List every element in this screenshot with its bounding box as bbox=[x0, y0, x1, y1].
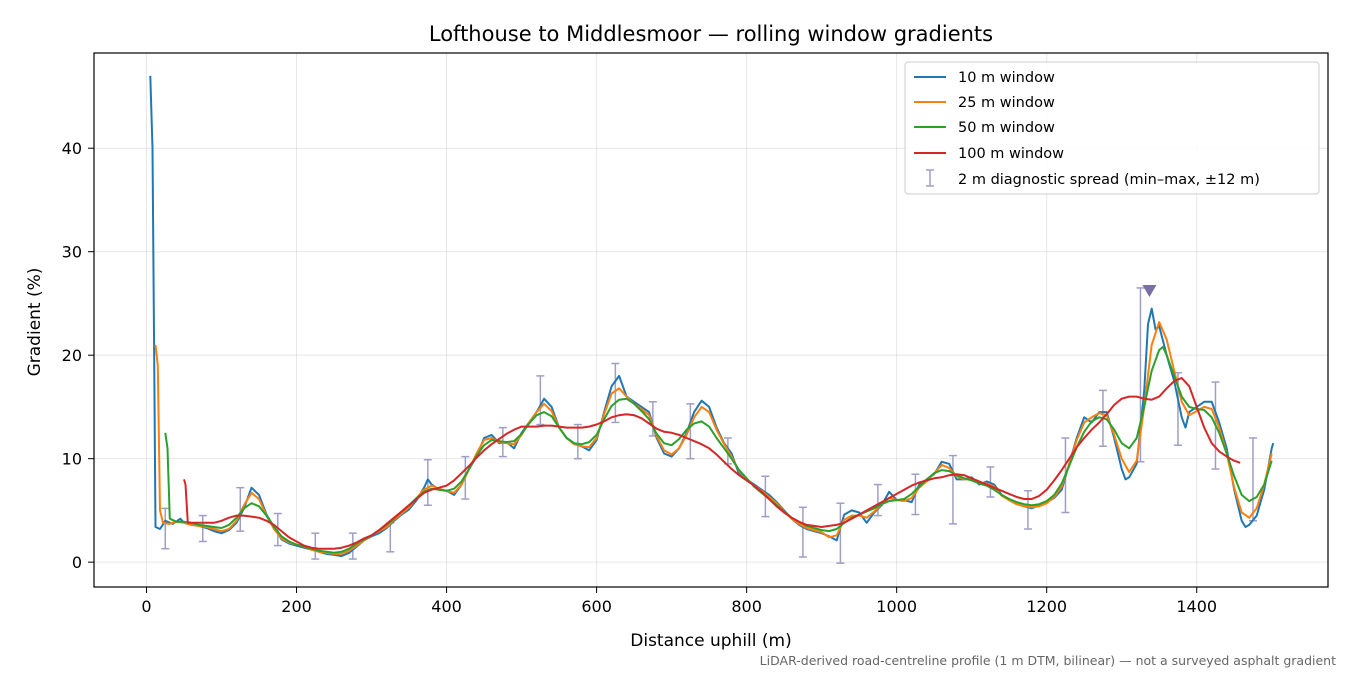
source-caption: LiDAR-derived road-centreline profile (1… bbox=[760, 653, 1336, 668]
legend-label-50m: 50 m window bbox=[958, 120, 1055, 136]
series-line-50-m-window bbox=[164, 345, 1273, 554]
spread-bar bbox=[536, 375, 545, 426]
series-lines bbox=[149, 75, 1275, 557]
spread-bar bbox=[836, 502, 845, 564]
y-tick-label: 10 bbox=[62, 450, 82, 469]
peak-marker bbox=[1142, 285, 1157, 298]
spread-bar bbox=[198, 514, 207, 543]
x-axis-label: Distance uphill (m) bbox=[630, 631, 791, 651]
y-tick-label: 20 bbox=[62, 346, 82, 365]
axis-ticks: 0 200 400 600 800 1000 1200 1400 0 10 20 30 40 bbox=[62, 139, 1217, 616]
series-line-25-m-window bbox=[154, 321, 1273, 555]
spread-bar bbox=[423, 458, 432, 506]
x-tick-label: 0 bbox=[141, 597, 151, 616]
legend-box bbox=[904, 61, 1320, 195]
spread-bar bbox=[798, 506, 807, 558]
spread-bar bbox=[1023, 490, 1032, 530]
x-tick-label: 800 bbox=[731, 597, 762, 616]
y-tick-label: 0 bbox=[72, 553, 82, 572]
spread-bar bbox=[161, 507, 170, 550]
series-line-100-m-window bbox=[183, 377, 1241, 550]
legend-label-25m: 25 m window bbox=[958, 95, 1055, 111]
spread-bar bbox=[873, 483, 882, 517]
x-tick-label: 400 bbox=[431, 597, 462, 616]
legend-swatch-spread bbox=[926, 169, 934, 187]
x-tick-label: 1400 bbox=[1176, 597, 1217, 616]
plot-frame bbox=[93, 52, 1329, 588]
spread-bar bbox=[686, 403, 695, 460]
x-tick-label: 200 bbox=[281, 597, 312, 616]
spread-bar bbox=[948, 454, 957, 525]
spread-bar bbox=[573, 423, 582, 460]
x-tick-label: 1000 bbox=[876, 597, 917, 616]
x-tick-label: 600 bbox=[581, 597, 612, 616]
spread-bar bbox=[273, 512, 282, 547]
legend-label-100m: 100 m window bbox=[958, 146, 1064, 162]
spread-bar bbox=[611, 362, 620, 424]
peak-marker-layer bbox=[1142, 285, 1157, 298]
spread-bar bbox=[311, 532, 320, 560]
x-tick-label: 1200 bbox=[1026, 597, 1067, 616]
chart-title: Lofthouse to Middlesmoor — rolling windo… bbox=[429, 22, 993, 46]
legend-label-spread: 2 m diagnostic spread (min–max, ±12 m) bbox=[958, 172, 1260, 188]
y-tick-label: 40 bbox=[62, 139, 82, 158]
y-axis-label: Gradient (%) bbox=[25, 268, 45, 377]
y-tick-label: 30 bbox=[62, 243, 82, 262]
legend: 10 m window 25 m window 50 m window 100 … bbox=[904, 61, 1320, 195]
spread-bar bbox=[236, 486, 245, 532]
legend-label-10m: 10 m window bbox=[958, 70, 1055, 86]
